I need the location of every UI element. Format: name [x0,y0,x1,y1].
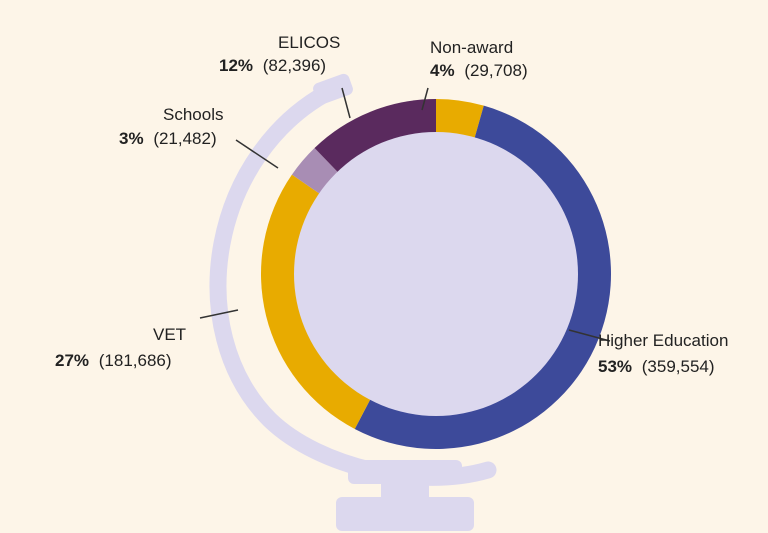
label-non-award-percent: 4% [430,61,455,80]
label-schools-value: 3% (21,482) [119,129,217,148]
globe-base [336,497,474,531]
leader-line-elicos [341,87,351,119]
globe-stand [209,73,497,531]
label-non-award-name: Non-award [430,38,513,57]
label-non-award-value: 4% (29,708) [430,61,528,80]
leader-line-non-award [421,87,429,111]
label-elicos-count: (82,396) [263,56,326,75]
label-elicos-value: 12% (82,396) [219,56,326,75]
label-vet-name: VET [153,325,186,344]
label-higher-education-value: 53% (359,554) [598,357,715,376]
label-higher-education-name: Higher Education [598,331,728,350]
label-schools-percent: 3% [119,129,144,148]
leader-line-higher-education [568,329,611,342]
leader-line-schools [235,139,279,169]
globe-top-knob [313,73,353,105]
label-higher-education-percent: 53% [598,357,632,376]
label-vet-count: (181,686) [99,351,172,370]
leader-line-vet [199,309,239,319]
label-schools-name: Schools [163,105,223,124]
label-non-award-count: (29,708) [464,61,527,80]
label-elicos-name: ELICOS [278,33,340,52]
globe-meridian-arc [209,79,497,486]
leader-lines [199,87,611,342]
label-elicos-percent: 12% [219,56,253,75]
label-vet-value: 27% (181,686) [55,351,172,370]
label-higher-education-count: (359,554) [642,357,715,376]
donut-hole [294,132,578,416]
label-vet-percent: 27% [55,351,89,370]
label-schools-count: (21,482) [153,129,216,148]
